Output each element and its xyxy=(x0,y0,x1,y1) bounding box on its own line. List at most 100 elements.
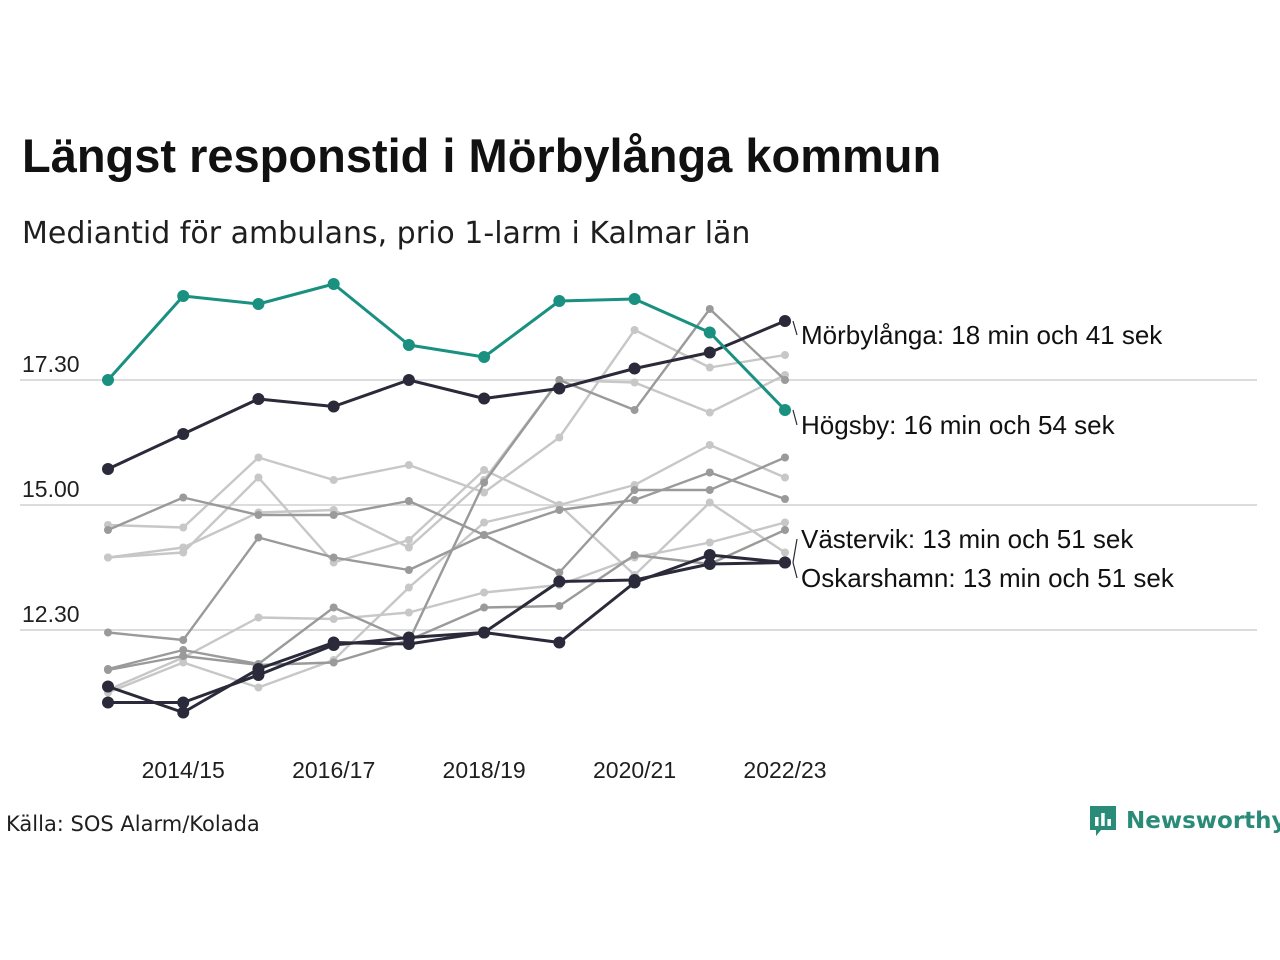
data-point xyxy=(779,404,791,416)
series-other xyxy=(104,326,789,532)
data-point xyxy=(179,646,188,654)
data-point xyxy=(402,339,415,351)
data-point xyxy=(404,536,413,544)
series-högsby xyxy=(102,278,791,416)
data-point xyxy=(781,548,789,557)
data-point xyxy=(404,566,413,574)
series-line xyxy=(107,373,786,559)
data-point xyxy=(781,495,789,503)
series-line xyxy=(107,528,786,672)
series-label: Västervik: 13 min och 51 sek xyxy=(801,524,1134,554)
data-point xyxy=(179,523,188,532)
data-point xyxy=(480,588,489,597)
data-point xyxy=(254,533,263,542)
data-point xyxy=(480,488,489,497)
data-point xyxy=(177,706,190,719)
data-point xyxy=(705,305,714,313)
data-point xyxy=(329,511,338,519)
chart-subtitle: Mediantid för ambulans, prio 1-larm i Ka… xyxy=(22,216,751,251)
data-point xyxy=(630,406,639,414)
data-point xyxy=(327,278,340,290)
label-leader xyxy=(792,320,798,336)
data-point xyxy=(630,551,639,559)
data-point xyxy=(252,393,265,405)
label-leader xyxy=(792,562,798,579)
data-point xyxy=(703,326,716,339)
data-point xyxy=(628,362,641,375)
data-point xyxy=(104,666,112,674)
series-line xyxy=(107,319,786,471)
data-point xyxy=(630,378,639,387)
data-point xyxy=(705,468,714,477)
data-point xyxy=(404,497,413,505)
data-point xyxy=(252,298,265,310)
data-point xyxy=(553,382,566,395)
data-point xyxy=(705,498,714,507)
data-point xyxy=(104,628,112,637)
series-labels: Högsby: 16 min och 54 sek Mörbylånga: 18 … xyxy=(792,320,1175,593)
series-line xyxy=(108,553,786,704)
series-västervik xyxy=(102,549,791,709)
data-point xyxy=(179,652,188,660)
data-point xyxy=(254,453,263,462)
data-point xyxy=(628,574,641,586)
y-tick-label: 12.30 xyxy=(22,601,80,627)
data-point xyxy=(781,351,789,359)
data-point xyxy=(781,518,789,527)
data-point xyxy=(177,428,190,440)
data-point xyxy=(327,636,340,649)
data-point xyxy=(104,526,112,534)
data-point xyxy=(177,290,190,302)
source-note: Källa: SOS Alarm/Kolada xyxy=(6,812,260,836)
data-point xyxy=(779,556,791,569)
data-point xyxy=(478,392,491,405)
data-point xyxy=(104,553,112,562)
x-tick-label: 2018/19 xyxy=(443,757,526,783)
data-point xyxy=(705,363,714,372)
data-point xyxy=(478,626,491,639)
data-point xyxy=(102,696,114,709)
data-point xyxy=(480,466,489,474)
brand-name: Newsworthy xyxy=(1126,808,1280,834)
series-line xyxy=(107,468,786,577)
data-point xyxy=(553,575,566,588)
data-point xyxy=(179,493,188,502)
brand-logo[interactable]: Newsworthy xyxy=(1088,804,1280,838)
data-point xyxy=(329,615,338,623)
data-point xyxy=(254,511,263,519)
series-oskarshamn xyxy=(102,556,791,719)
data-point xyxy=(254,613,263,622)
data-point xyxy=(703,558,716,570)
data-point xyxy=(781,453,789,462)
x-tick-label: 2022/23 xyxy=(743,757,826,783)
label-leader xyxy=(792,409,798,426)
data-point xyxy=(555,376,564,384)
data-point xyxy=(329,476,338,484)
y-axis-ticks: 12.30 15.00 17.30 xyxy=(22,351,80,627)
data-point xyxy=(705,486,714,494)
x-tick-label: 2016/17 xyxy=(292,757,375,783)
data-point xyxy=(705,538,714,547)
x-tick-label: 2014/15 xyxy=(142,757,225,783)
data-point xyxy=(781,473,789,482)
data-point xyxy=(703,346,716,359)
data-point xyxy=(177,696,190,709)
grid-layer xyxy=(20,379,1257,631)
data-point xyxy=(402,638,415,650)
data-point xyxy=(553,295,566,307)
series-mörbylånga xyxy=(102,315,791,475)
data-point xyxy=(329,658,338,667)
data-point xyxy=(329,553,338,562)
series-line xyxy=(107,456,786,574)
series-line xyxy=(107,328,786,529)
data-point xyxy=(404,461,413,469)
data-point xyxy=(555,506,564,514)
x-axis-ticks: 2014/15 2016/17 2018/19 2020/21 2022/23 xyxy=(142,757,827,783)
data-point xyxy=(102,680,114,693)
x-tick-label: 2020/21 xyxy=(593,757,676,783)
series-line xyxy=(107,443,786,694)
data-point xyxy=(404,543,413,552)
data-point xyxy=(628,293,641,305)
data-point xyxy=(703,549,716,561)
